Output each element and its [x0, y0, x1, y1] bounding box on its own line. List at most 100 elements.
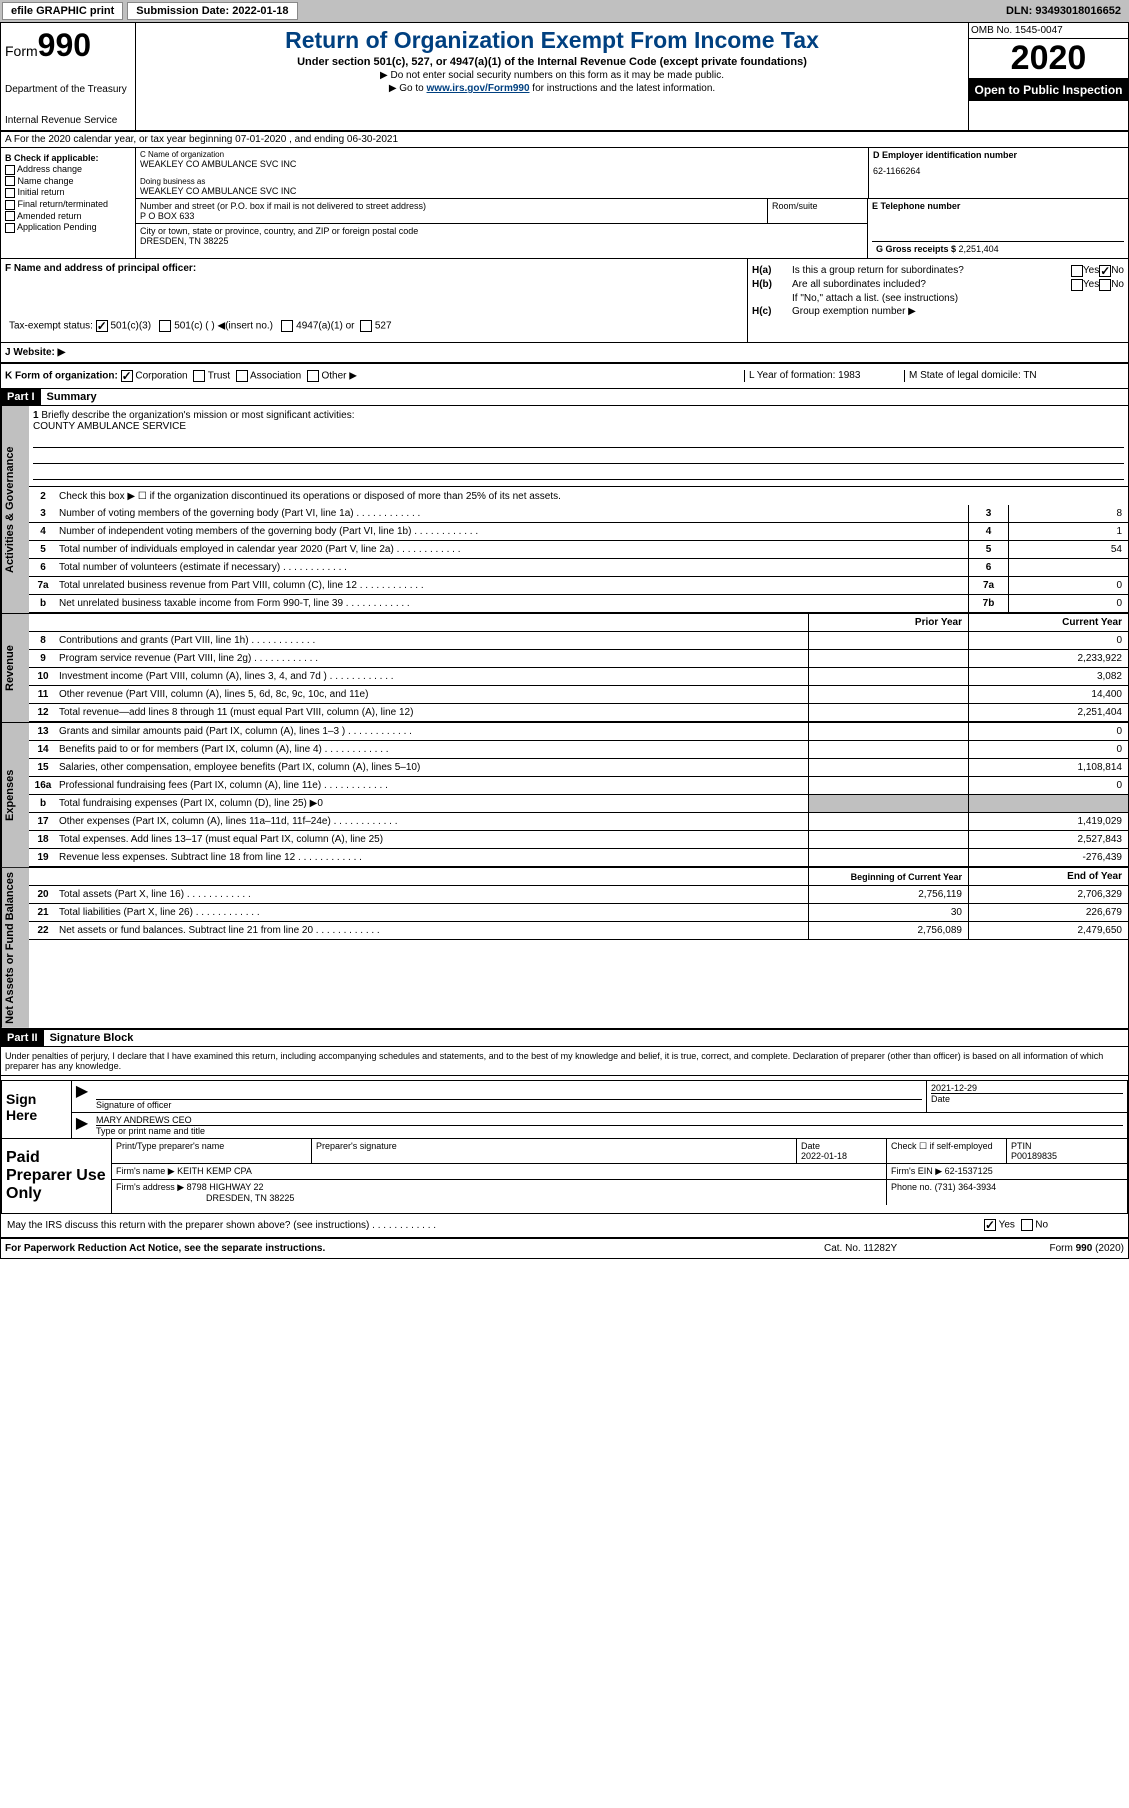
ha-no-checkbox[interactable] [1099, 265, 1111, 277]
l5-val: 54 [1008, 541, 1128, 558]
l19-text: Revenue less expenses. Subtract line 18 … [57, 850, 808, 865]
sig-arrow-icon-2: ▶ [72, 1113, 92, 1138]
form-footer: Form 990 (2020) [974, 1243, 1124, 1254]
l16a-text: Professional fundraising fees (Part IX, … [57, 778, 808, 793]
ha-no-label: No [1111, 265, 1124, 277]
l13-val: 0 [968, 723, 1128, 740]
k-other-checkbox[interactable] [307, 370, 319, 382]
l12-val: 2,251,404 [968, 704, 1128, 721]
final-return-checkbox[interactable] [5, 200, 15, 210]
l7a-val: 0 [1008, 577, 1128, 594]
dba-label: Doing business as [140, 177, 864, 186]
firm-addr-label: Firm's address ▶ [116, 1182, 184, 1192]
addr-change-checkbox[interactable] [5, 165, 15, 175]
hb-yes-checkbox[interactable] [1071, 279, 1083, 291]
527-checkbox[interactable] [360, 320, 372, 332]
discuss-no-label: No [1035, 1220, 1048, 1231]
sig-officer-label: Signature of officer [96, 1099, 922, 1110]
k-corp-checkbox[interactable] [121, 370, 133, 382]
org-name-label: C Name of organization [140, 150, 864, 159]
end-year-header: End of Year [968, 868, 1128, 885]
l1-value: COUNTY AMBULANCE SERVICE [33, 421, 186, 432]
name-change-label: Name change [18, 176, 74, 186]
amended-return-checkbox[interactable] [5, 211, 15, 221]
k-trust-label: Trust [208, 371, 230, 382]
k-label: K Form of organization: [5, 371, 118, 382]
firm-name-label: Firm's name ▶ [116, 1166, 175, 1176]
form990-link[interactable]: www.irs.gov/Form990 [427, 83, 530, 94]
cat-number: Cat. No. 11282Y [824, 1243, 974, 1254]
note-goto-post: for instructions and the latest informat… [530, 83, 716, 94]
l7b-text: Net unrelated business taxable income fr… [57, 596, 968, 611]
begin-year-header: Beginning of Current Year [808, 868, 968, 885]
sig-arrow-icon: ▶ [72, 1081, 92, 1112]
discuss-no-checkbox[interactable] [1021, 1219, 1033, 1231]
l17-text: Other expenses (Part IX, column (A), lin… [57, 814, 808, 829]
part2-header: Part II [1, 1030, 44, 1046]
prep-sig-label: Preparer's signature [312, 1139, 797, 1163]
l21-text: Total liabilities (Part X, line 26) [57, 905, 808, 920]
prep-date-value: 2022-01-18 [801, 1151, 847, 1161]
initial-return-checkbox[interactable] [5, 188, 15, 198]
527-label: 527 [375, 321, 392, 332]
l22-end: 2,479,650 [968, 922, 1128, 939]
note-goto: ▶ Go to www.irs.gov/Form990 for instruct… [140, 83, 964, 94]
row-a-tax-year: A For the 2020 calendar year, or tax yea… [1, 132, 1128, 148]
firm-addr-value: 8798 HIGHWAY 22 [187, 1182, 264, 1192]
501c-checkbox[interactable] [159, 320, 171, 332]
officer-name: MARY ANDREWS CEO [96, 1115, 1123, 1125]
l2-text: Check this box ▶ ☐ if the organization d… [57, 489, 1128, 504]
l14-val: 0 [968, 741, 1128, 758]
app-pending-label: Application Pending [17, 222, 97, 232]
ha-yes-checkbox[interactable] [1071, 265, 1083, 277]
l9-text: Program service revenue (Part VIII, line… [57, 651, 808, 666]
l18-text: Total expenses. Add lines 13–17 (must eq… [57, 832, 808, 847]
dln-number: DLN: 93493018016652 [1006, 5, 1127, 17]
city-value: DRESDEN, TN 38225 [140, 236, 863, 246]
top-header-bar: efile GRAPHIC print Submission Date: 202… [0, 0, 1129, 22]
side-net-assets: Net Assets or Fund Balances [1, 868, 29, 1028]
501c-label: 501(c) ( ) ◀(insert no.) [174, 321, 273, 332]
tax-exempt-label: Tax-exempt status: [9, 321, 93, 332]
firm-phone-label: Phone no. [891, 1182, 932, 1192]
paid-preparer-label: Paid Preparer Use Only [2, 1139, 112, 1213]
addr-change-label: Address change [17, 164, 82, 174]
app-pending-checkbox[interactable] [5, 223, 15, 233]
discuss-yes-checkbox[interactable] [984, 1219, 996, 1231]
k-trust-checkbox[interactable] [193, 370, 205, 382]
k-assoc-checkbox[interactable] [236, 370, 248, 382]
l10-text: Investment income (Part VIII, column (A)… [57, 669, 808, 684]
l17-val: 1,419,029 [968, 813, 1128, 830]
name-change-checkbox[interactable] [5, 176, 15, 186]
l10-val: 3,082 [968, 668, 1128, 685]
4947-checkbox[interactable] [281, 320, 293, 332]
part1-header: Part I [1, 389, 41, 405]
col-b-checkboxes: B Check if applicable: Address change Na… [1, 148, 136, 258]
phone-label: E Telephone number [872, 201, 1124, 211]
form-number-990: 990 [38, 27, 91, 63]
prep-date-label: Date [801, 1141, 820, 1151]
efile-print-button[interactable]: efile GRAPHIC print [2, 2, 123, 20]
l20-text: Total assets (Part X, line 16) [57, 887, 808, 902]
l7a-text: Total unrelated business revenue from Pa… [57, 578, 968, 593]
part2-title: Signature Block [44, 1030, 140, 1046]
current-year-header: Current Year [968, 614, 1128, 631]
discuss-text: May the IRS discuss this return with the… [5, 1218, 984, 1233]
501c3-checkbox[interactable] [96, 320, 108, 332]
website-row: J Website: ▶ [1, 343, 1128, 364]
paperwork-notice: For Paperwork Reduction Act Notice, see … [5, 1243, 824, 1254]
l20-end: 2,706,329 [968, 886, 1128, 903]
ha-label: H(a) [752, 265, 792, 277]
gross-value: 2,251,404 [959, 244, 999, 254]
sign-here-label: Sign Here [2, 1081, 72, 1138]
subtitle: Under section 501(c), 527, or 4947(a)(1)… [140, 56, 964, 68]
city-label: City or town, state or province, country… [140, 226, 863, 236]
l16a-val: 0 [968, 777, 1128, 794]
side-revenue: Revenue [1, 614, 29, 722]
hc-text: Group exemption number ▶ [792, 306, 916, 317]
form-label: Form [5, 43, 38, 59]
initial-return-label: Initial return [18, 187, 65, 197]
k-corp-label: Corporation [135, 371, 187, 382]
hb-no-checkbox[interactable] [1099, 279, 1111, 291]
hb-note: If "No," attach a list. (see instruction… [792, 293, 958, 304]
